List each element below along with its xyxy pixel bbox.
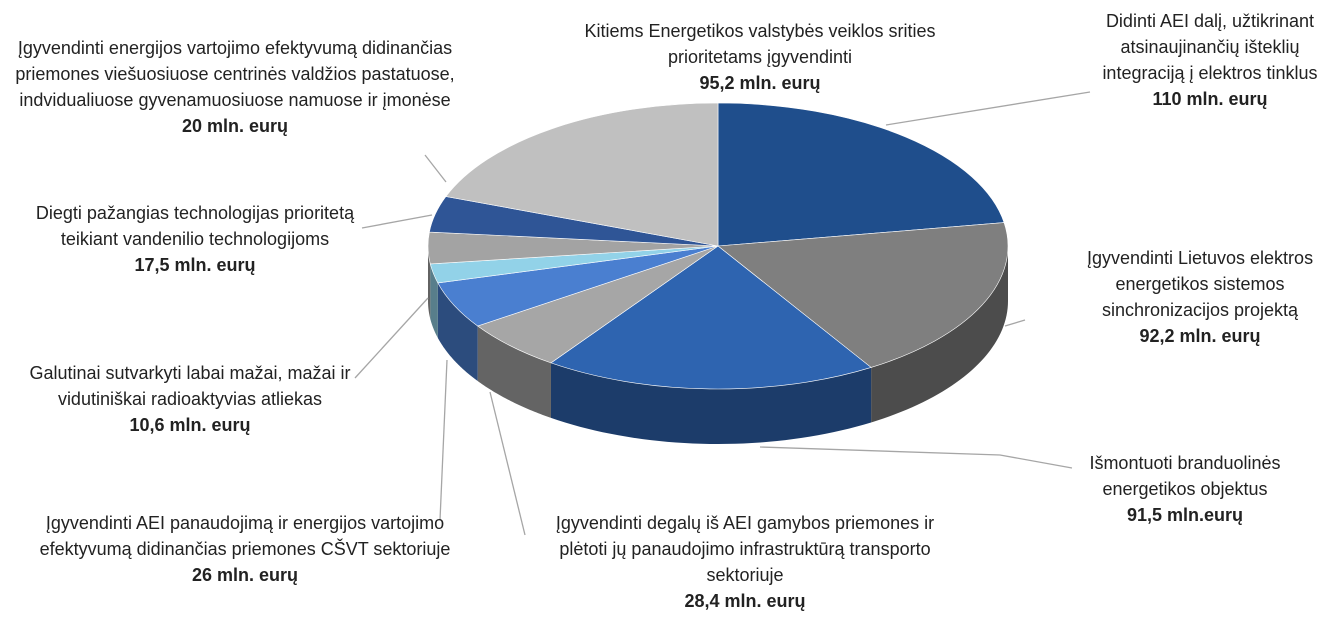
slice-label: Įgyvendinti degalų iš AEI gamybos priemo… [545, 510, 945, 614]
slice-label: Išmontuoti branduolinės energetikos obje… [1055, 450, 1315, 528]
slice-side [550, 362, 872, 444]
value-label: 17,5 mln. eurų [134, 255, 256, 275]
leader-line [354, 297, 429, 379]
slice-label: Galutinai sutvarkyti labai mažai, mažai … [10, 360, 370, 438]
slice-label: Įgyvendinti AEI panaudojimą ir energijos… [25, 510, 465, 588]
leader-line [885, 91, 1091, 126]
slice-side [871, 246, 1008, 423]
leader-line [759, 446, 1073, 469]
value-label: 110 mln. eurų [1152, 89, 1268, 109]
category-label: Didinti AEI dalį, užtikrinant atsinaujin… [1102, 11, 1318, 83]
slice-label: Didinti AEI dalį, užtikrinant atsinaujin… [1095, 8, 1325, 112]
value-label: 92,2 mln. eurų [1139, 326, 1261, 346]
leader-line [424, 154, 447, 183]
category-label: Įgyvendinti AEI panaudojimą ir energijos… [39, 513, 451, 559]
slice-label: Diegti pažangias technologijas prioritet… [15, 200, 375, 278]
value-label: 95,2 mln. eurų [699, 73, 821, 93]
value-label: 20 mln. eurų [181, 116, 289, 136]
slice-side [428, 246, 431, 319]
slice-label: Įgyvendinti Lietuvos elektros energetiko… [1050, 245, 1337, 349]
category-label: Įgyvendinti Lietuvos elektros energetiko… [1086, 248, 1314, 320]
value-label: 10,6 mln. eurų [129, 415, 251, 435]
slice-side [477, 326, 551, 418]
category-label: Įgyvendinti degalų iš AEI gamybos priemo… [555, 513, 935, 585]
value-label: 91,5 mln.eurų [1126, 505, 1244, 525]
slice [717, 102, 1005, 247]
leader-line [439, 359, 448, 521]
leader-line [361, 214, 433, 229]
category-label: Kitiems Energetikos valstybės veiklos sr… [584, 21, 936, 67]
category-label: Diegti pažangias technologijas prioritet… [35, 203, 355, 249]
slice-label: Įgyvendinti energijos vartojimo efektyvu… [5, 35, 465, 139]
slice-side [430, 263, 438, 338]
leader-line [1004, 319, 1026, 327]
value-label: 28,4 mln. eurų [684, 591, 806, 611]
category-label: Išmontuoti branduolinės energetikos obje… [1089, 453, 1281, 499]
leader-line [489, 391, 526, 536]
slice [445, 102, 719, 247]
slice [550, 245, 872, 390]
value-label: 26 mln. eurų [191, 565, 299, 585]
pie-tops [427, 102, 1009, 390]
slice [717, 222, 1009, 368]
pie-sides [428, 246, 1008, 444]
slice-label: Kitiems Energetikos valstybės veiklos sr… [580, 18, 940, 96]
category-label: Įgyvendinti energijos vartojimo efektyvu… [15, 38, 455, 110]
slice-side [437, 282, 478, 382]
category-label: Galutinai sutvarkyti labai mažai, mažai … [29, 363, 351, 409]
